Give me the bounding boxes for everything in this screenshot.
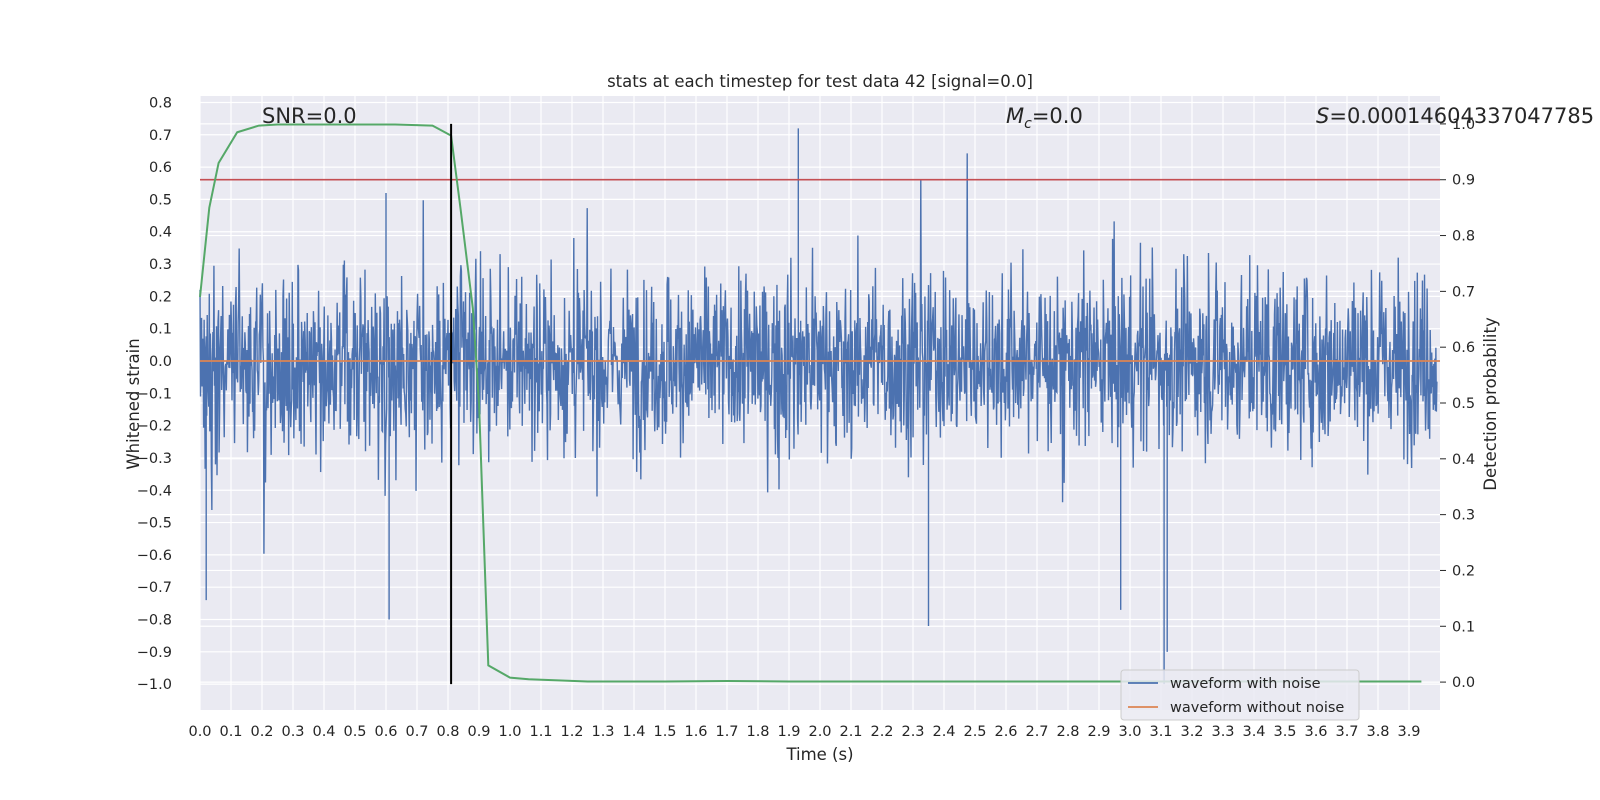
y-left-tick-label: 0.4 [149,225,172,241]
x-tick-label: 0.6 [374,724,397,740]
y-left-tick-label: −0.5 [137,516,172,532]
y-left-tick-label: 0.2 [149,289,172,305]
x-tick-label: 1.3 [591,724,614,740]
x-tick-label: 0.0 [188,724,211,740]
x-tick-label: 1.8 [746,724,769,740]
legend-label-noise: waveform with noise [1170,676,1321,692]
y-left-tick-label: −0.3 [137,451,172,467]
y-left-tick-label: −0.9 [137,645,172,661]
y-right-tick-label: 0.5 [1452,396,1475,412]
y-axis-left-ticks: 0.8 0.7 0.6 0.5 0.4 0.3 0.2 0.1 0.0 −0.1 −0.2 −0.3 −… [137,95,172,693]
noise-trace [199,128,1438,685]
y-left-tick-label: −0.6 [137,548,172,564]
y-left-tick-label: 0.5 [149,192,172,208]
chart-title: stats at each timestep for test data 42 … [607,72,1033,91]
x-tick-label: 1.4 [622,724,645,740]
x-tick-label: 1.5 [653,724,676,740]
x-tick-label: 0.1 [219,724,242,740]
x-tick-label: 2.9 [1087,724,1110,740]
y-left-tick-label: −0.8 [137,613,172,629]
y-left-tick-label: −0.1 [137,386,172,402]
y-right-tick-label: 0.4 [1452,452,1475,468]
x-tick-label: 3.0 [1118,724,1141,740]
y-left-tick-label: −1.0 [137,677,172,693]
x-tick-label: 0.4 [312,724,335,740]
y-left-tick-label: 0.8 [149,95,172,111]
x-tick-label: 0.2 [250,724,273,740]
x-tick-label: 0.3 [281,724,304,740]
x-tick-label: 3.8 [1366,724,1389,740]
x-tick-label: 3.1 [1149,724,1172,740]
y-axis-right-label: Detection probability [1481,317,1500,491]
x-tick-label: 3.2 [1180,724,1203,740]
legend: waveform with noise waveform without noi… [1120,669,1360,721]
x-tick-label: 3.6 [1304,724,1327,740]
x-axis-ticks: 0.0 0.1 0.2 0.3 0.4 0.5 0.6 0.7 0.8 0.9 1.0 1.1 1.2 1… [188,724,1420,740]
x-tick-label: 2.4 [932,724,955,740]
y-right-tick-label: 1.0 [1452,117,1475,133]
chirp-mass-annotation: Mc=0.0 [1006,104,1083,132]
x-tick-label: 0.8 [436,724,459,740]
x-tick-label: 1.2 [560,724,583,740]
s-annotation: S=0.00014604337047785 [1316,104,1594,128]
y-left-tick-label: 0.0 [149,354,172,370]
y-right-tick-label: 0.9 [1452,173,1475,189]
y-left-tick-label: 0.7 [149,128,172,144]
y-right-tick-label: 0.7 [1452,284,1475,300]
series-waveform-with-noise [199,128,1438,685]
y-left-tick-label: 0.1 [149,322,172,338]
y-right-tick-label: 0.3 [1452,508,1475,524]
x-tick-label: 1.1 [529,724,552,740]
x-tick-label: 2.3 [901,724,924,740]
y-left-tick-label: 0.6 [149,160,172,176]
x-tick-label: 2.7 [1025,724,1048,740]
y-right-tick-label: 0.2 [1452,563,1475,579]
x-tick-label: 2.0 [808,724,831,740]
snr-annotation: SNR=0.0 [262,104,357,128]
y-left-tick-label: 0.3 [149,257,172,273]
x-tick-label: 2.2 [870,724,893,740]
y-right-tick-label: 0.8 [1452,229,1475,245]
x-tick-label: 1.9 [777,724,800,740]
x-tick-label: 0.5 [343,724,366,740]
legend-box [1120,669,1360,721]
x-tick-label: 3.5 [1273,724,1296,740]
y-axis-left-label: Whitened strain [124,338,143,469]
x-tick-label: 2.8 [1056,724,1079,740]
x-axis-label: Time (s) [785,745,853,764]
y-right-tick-label: 0.6 [1452,340,1475,356]
x-tick-label: 1.0 [498,724,521,740]
x-tick-label: 3.7 [1335,724,1358,740]
y-right-tick-label: 0.1 [1452,619,1475,635]
x-tick-label: 2.5 [963,724,986,740]
x-tick-label: 1.6 [684,724,707,740]
x-tick-label: 2.1 [839,724,862,740]
x-tick-label: 0.9 [467,724,490,740]
legend-label-clean: waveform without noise [1170,700,1344,716]
y-right-tick-label: 0.0 [1452,675,1475,691]
y-left-tick-label: −0.7 [137,580,172,596]
series-detection-probability [199,123,1422,683]
x-tick-label: 3.4 [1242,724,1265,740]
x-tick-label: 0.7 [405,724,428,740]
y-axis-right-ticks: 1.0 0.9 0.8 0.7 0.6 0.5 0.4 0.3 0.2 0.1 0.0 [1440,117,1475,691]
y-left-tick-label: −0.4 [137,483,172,499]
x-tick-label: 3.3 [1211,724,1234,740]
x-tick-label: 1.7 [715,724,738,740]
x-tick-label: 2.6 [994,724,1017,740]
x-tick-label: 3.9 [1397,724,1420,740]
y-left-tick-label: −0.2 [137,419,172,435]
